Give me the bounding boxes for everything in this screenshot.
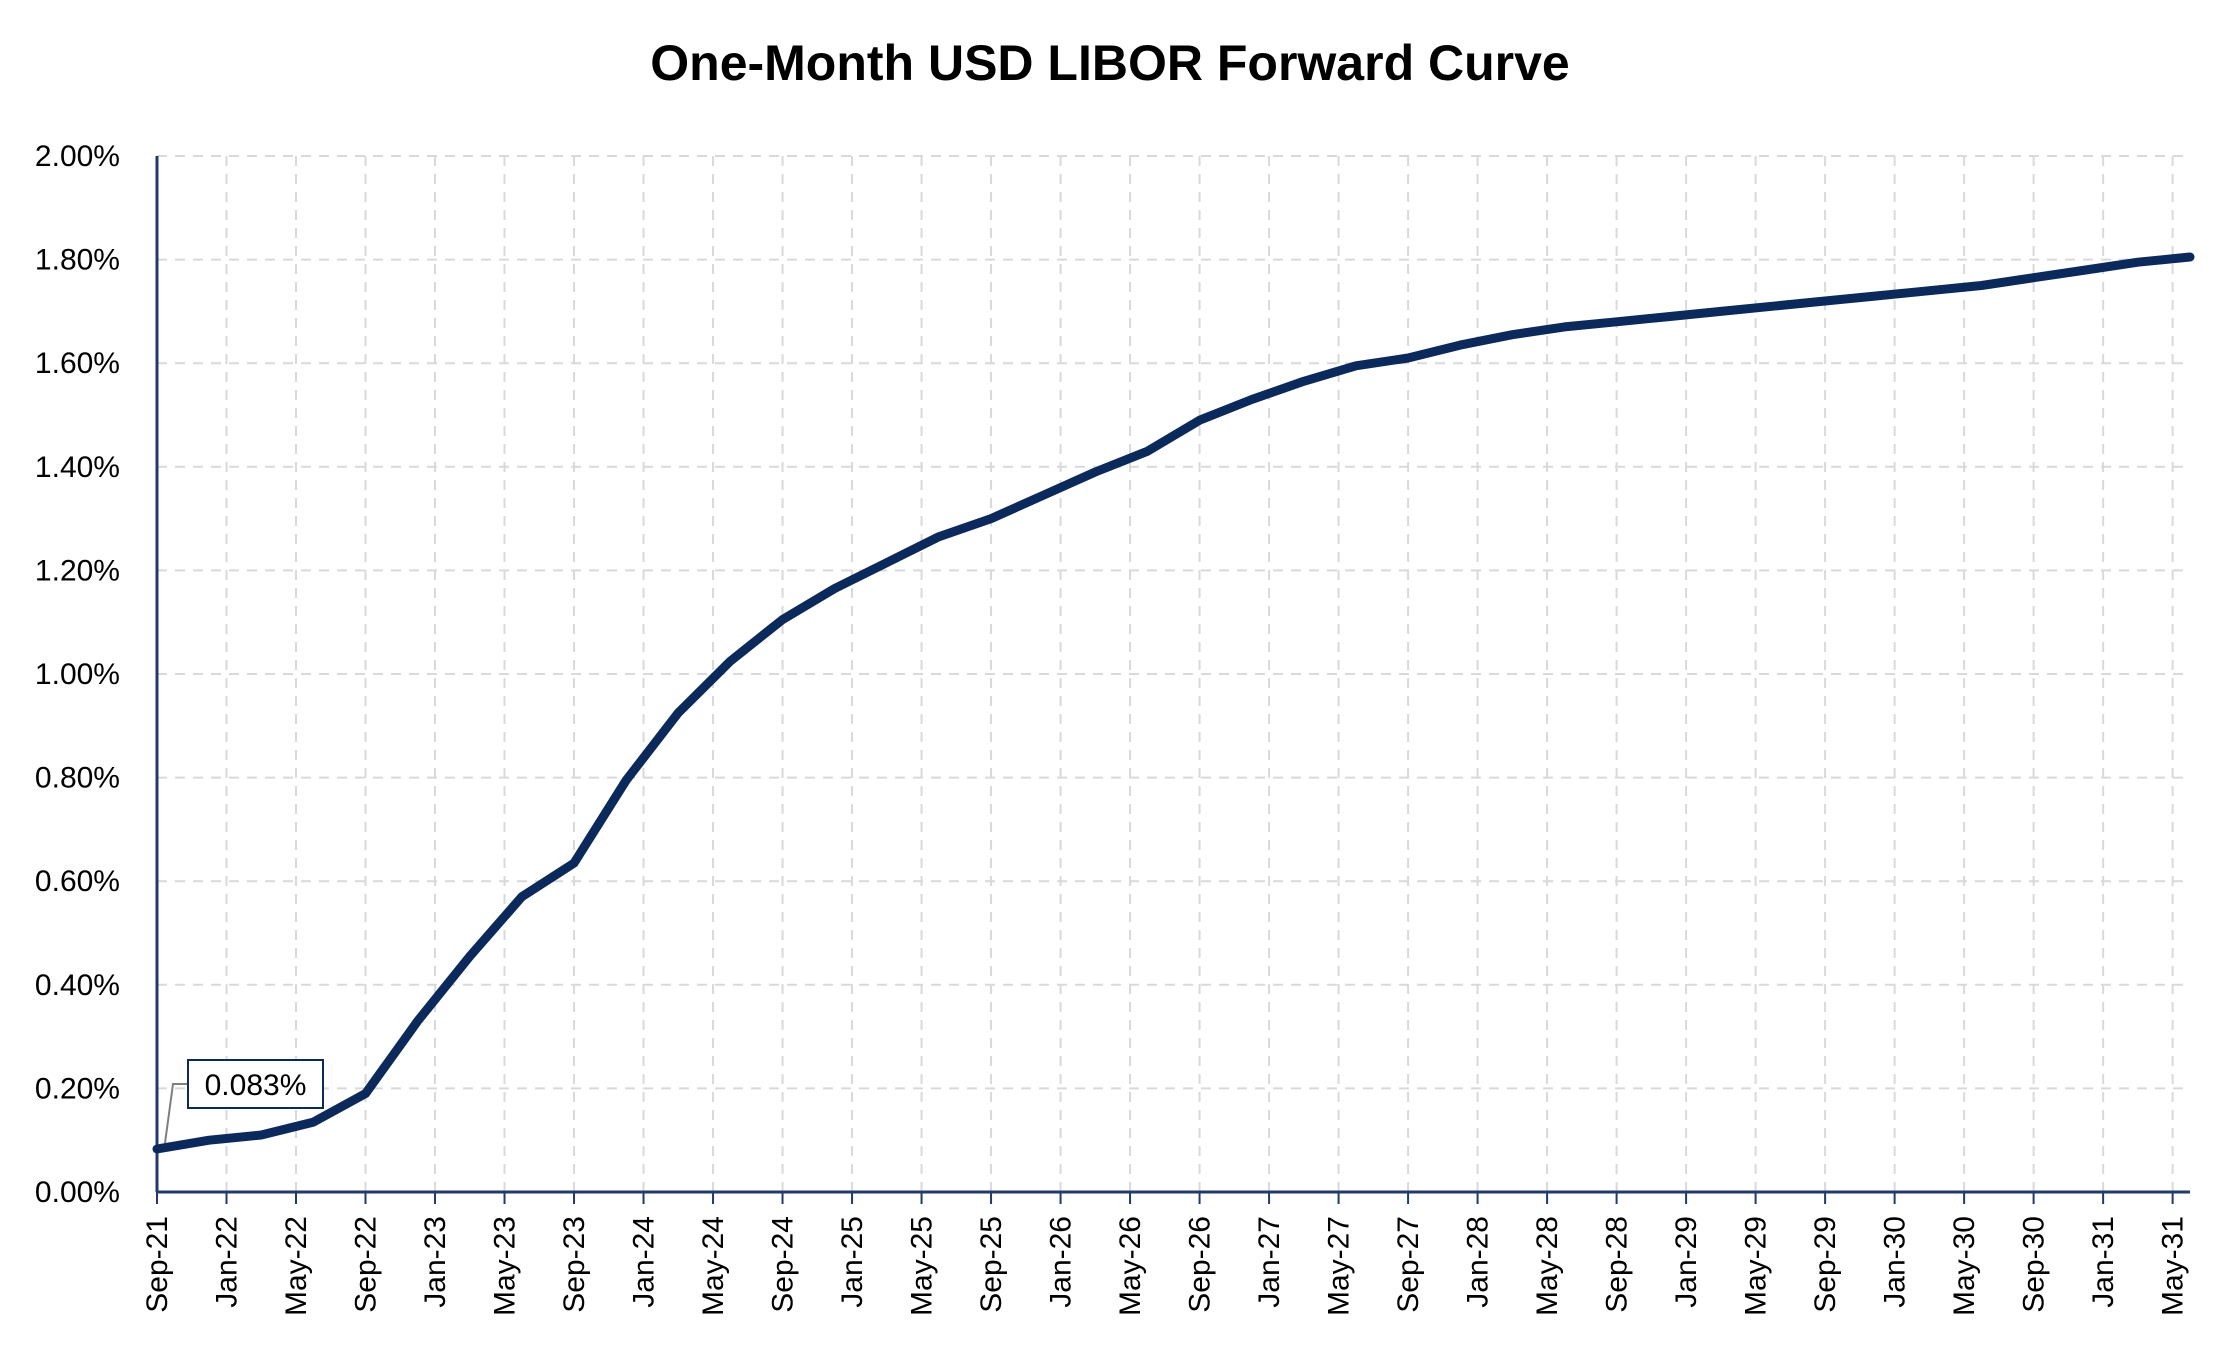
x-tick-label: May-31 (2157, 1216, 2190, 1316)
data-label: 0.083% (205, 1069, 307, 1102)
x-tick-label: Sep-23 (558, 1216, 591, 1313)
x-tick-label: Sep-26 (1184, 1216, 1217, 1313)
x-tick-label: May-23 (489, 1216, 522, 1316)
x-tick-label: Jan-22 (211, 1216, 244, 1308)
axes (155, 156, 2190, 1204)
x-tick-label: May-26 (1114, 1216, 1147, 1316)
y-tick-labels: 0.00% 0.20% 0.40% 0.60% 0.80% 1.00% 1.20% 1.40%… (35, 140, 120, 1209)
x-tick-label: Sep-21 (141, 1216, 174, 1313)
x-tick-label: Sep-25 (975, 1216, 1008, 1313)
x-tick-label: Sep-30 (2018, 1216, 2051, 1313)
y-tick-label: 1.60% (35, 347, 120, 380)
x-tick-label: Jan-30 (1879, 1216, 1912, 1308)
y-tick-label: 1.80% (35, 244, 120, 277)
x-tick-label: Jan-26 (1045, 1216, 1078, 1308)
y-tick-label: 0.00% (35, 1176, 120, 1209)
annotation-layer: 0.083% (164, 1059, 324, 1144)
y-tick-label: 0.80% (35, 762, 120, 795)
x-tick-label: May-29 (1740, 1216, 1773, 1316)
y-tick-label: 1.40% (35, 451, 120, 484)
x-tick-label: Jan-25 (836, 1216, 869, 1308)
x-tick-label: Sep-29 (1809, 1216, 1842, 1313)
y-tick-label: 0.60% (35, 865, 120, 898)
x-tick-label: Sep-27 (1392, 1216, 1425, 1313)
chart-title: One-Month USD LIBOR Forward Curve (650, 35, 1570, 91)
series-line (152, 252, 2195, 1154)
grid-lines (157, 155, 2190, 1192)
x-tick-label: Jan-24 (628, 1216, 661, 1308)
x-tick-label: Jan-27 (1253, 1216, 1286, 1308)
y-tick-label: 1.00% (35, 658, 120, 691)
x-tick-label: May-24 (697, 1216, 730, 1316)
x-tick-label: May-27 (1323, 1216, 1356, 1316)
annotation-leader (164, 1083, 188, 1144)
x-tick-label: May-22 (280, 1216, 313, 1316)
series-layer (152, 252, 2195, 1154)
y-tick-label: 0.40% (35, 969, 120, 1002)
annotation-box (187, 1059, 324, 1109)
y-tick-label: 0.20% (35, 1072, 120, 1105)
x-tick-label: Jan-28 (1462, 1216, 1495, 1308)
x-tick-label: Sep-24 (767, 1216, 800, 1313)
x-tick-label: Sep-28 (1601, 1216, 1634, 1313)
y-tick-label: 2.00% (35, 140, 120, 173)
x-tick-labels: Sep-21 Jan-22 May-22 Sep-22 Jan-23 May-23 Sep-… (141, 1216, 2190, 1316)
x-tick-label: Jan-23 (419, 1216, 452, 1308)
x-tick-label: May-28 (1531, 1216, 1564, 1316)
x-tick-label: May-30 (1948, 1216, 1981, 1316)
x-tick-label: Sep-22 (350, 1216, 383, 1313)
x-tick-label: May-25 (906, 1216, 939, 1316)
y-tick-label: 1.20% (35, 554, 120, 587)
x-tick-label: Jan-31 (2087, 1216, 2120, 1308)
x-tick-label: Jan-29 (1670, 1216, 1703, 1308)
